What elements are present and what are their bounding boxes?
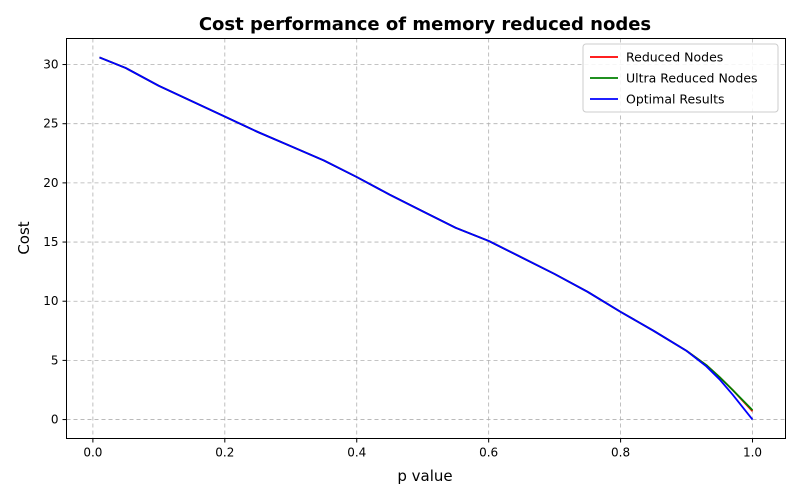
y-tick-label: 15 xyxy=(43,235,58,249)
x-tick-label: 0.4 xyxy=(347,446,366,460)
y-tick-label: 5 xyxy=(51,353,59,367)
x-tick-label: 0.0 xyxy=(83,446,102,460)
x-axis-label: p value xyxy=(397,467,452,485)
legend-label-optimal-results: Optimal Results xyxy=(626,92,725,107)
plot-frame xyxy=(66,38,786,439)
series-lines xyxy=(99,56,754,421)
series-line-optimal-results xyxy=(99,56,754,421)
legend-label-reduced-nodes: Reduced Nodes xyxy=(626,50,723,65)
legend-label-ultra-reduced-nodes: Ultra Reduced Nodes xyxy=(626,71,758,86)
x-axis: 0.0 0.2 0.4 0.6 0.8 1.0 xyxy=(83,438,762,460)
grid-lines xyxy=(66,38,786,439)
y-axis-label: Cost xyxy=(15,221,33,254)
chart-title: Cost performance of memory reduced nodes xyxy=(199,14,651,35)
y-tick-label: 30 xyxy=(43,58,58,72)
y-tick-label: 20 xyxy=(43,176,58,190)
y-axis: 0 5 10 15 20 25 30 xyxy=(43,58,67,427)
y-tick-label: 10 xyxy=(43,294,58,308)
x-tick-label: 0.6 xyxy=(479,446,498,460)
x-tick-label: 0.2 xyxy=(215,446,234,460)
y-tick-label: 25 xyxy=(43,117,58,131)
x-tick-label: 0.8 xyxy=(611,446,630,460)
y-tick-label: 0 xyxy=(51,413,59,427)
legend: Reduced Nodes Ultra Reduced Nodes Optima… xyxy=(582,43,779,113)
x-tick-label: 1.0 xyxy=(743,446,762,460)
legend-box xyxy=(582,43,779,113)
